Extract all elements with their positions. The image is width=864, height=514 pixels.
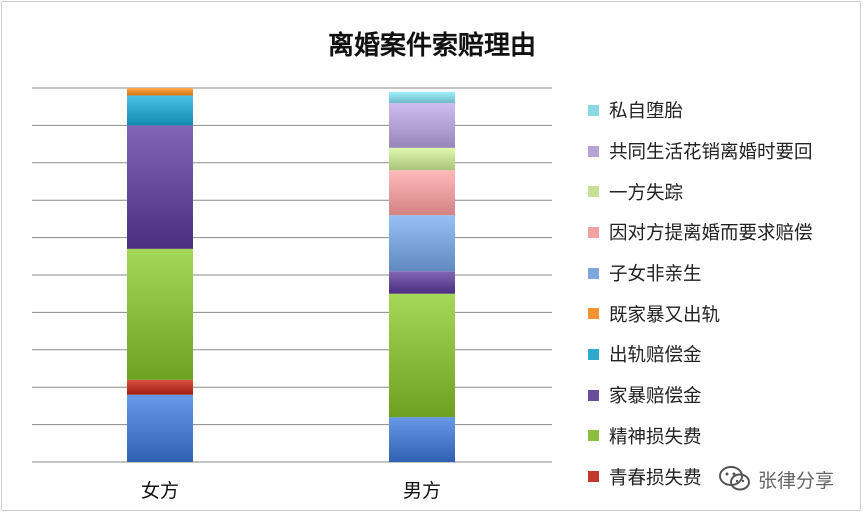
- legend-item: 既家暴又出轨: [588, 293, 858, 334]
- legend-item: 因对方提离婚而要求赔偿: [588, 212, 858, 253]
- bars: [127, 88, 455, 462]
- legend-swatch: [588, 389, 599, 401]
- legend-swatch: [588, 186, 599, 198]
- bar-segment: [389, 170, 455, 216]
- legend-label: 青春损失费: [609, 467, 702, 489]
- bar-segment: [389, 293, 455, 418]
- bar-segment: [389, 91, 455, 103]
- legend-label: 因对方提离婚而要求赔偿: [609, 223, 813, 245]
- wechat-icon: [719, 466, 750, 491]
- watermark-text: 张律分享: [758, 469, 835, 492]
- legend-label: 一方失踪: [609, 182, 684, 204]
- legend-label: 既家暴又出轨: [609, 304, 721, 326]
- legend-item: 共同生活花销离婚时要回: [588, 131, 858, 172]
- bar-segment: [127, 379, 193, 395]
- legend-swatch: [588, 308, 599, 320]
- bar-segment: [389, 271, 455, 294]
- bar-segment: [127, 394, 193, 462]
- legend-label: 家暴赔偿金: [609, 386, 702, 408]
- gridlines: [32, 87, 552, 463]
- bar-segment: [389, 215, 455, 272]
- bar-segment: [389, 417, 455, 462]
- legend-swatch: [588, 348, 599, 360]
- legend-swatch: [588, 226, 599, 238]
- legend-item: 出轨赔偿金: [588, 334, 858, 375]
- legend-swatch: [588, 104, 599, 116]
- legend: 私自堕胎共同生活花销离婚时要回 一方失踪因对方提离婚而要求赔偿 子女非亲生既家暴又出…: [588, 90, 858, 497]
- x-tick-label: 男方: [403, 480, 441, 502]
- bar-segment: [389, 147, 455, 171]
- legend-item: 子女非亲生: [588, 253, 858, 294]
- x-tick-label: 女方: [141, 480, 179, 502]
- legend-label: 精神损失费: [609, 426, 702, 448]
- bar-segment: [127, 88, 193, 96]
- x-axis-ticks: 女方 男方: [141, 480, 441, 502]
- legend-swatch: [588, 430, 599, 442]
- bar-segment: [127, 125, 193, 249]
- legend-item: 私自堕胎: [588, 90, 858, 131]
- legend-label: 共同生活花销离婚时要回: [609, 142, 813, 164]
- chart-title: 离婚案件索赔理由: [328, 30, 536, 61]
- legend-item: 家暴赔偿金: [588, 375, 858, 416]
- bar-segment: [127, 95, 193, 126]
- legend-item: 精神损失费: [588, 416, 858, 457]
- bar-segment: [127, 248, 193, 380]
- legend-label: 子女非亲生: [609, 264, 702, 286]
- legend-item: 青春损失费: [588, 456, 858, 497]
- legend-label: 出轨赔偿金: [609, 345, 702, 367]
- legend-swatch: [588, 145, 599, 157]
- bar-segment: [389, 102, 455, 148]
- legend-swatch: [588, 267, 599, 279]
- watermark: 张律分享: [718, 464, 834, 494]
- legend-swatch: [588, 471, 599, 483]
- legend-item: 一方失踪: [588, 171, 858, 212]
- legend-label: 私自堕胎: [609, 101, 684, 123]
